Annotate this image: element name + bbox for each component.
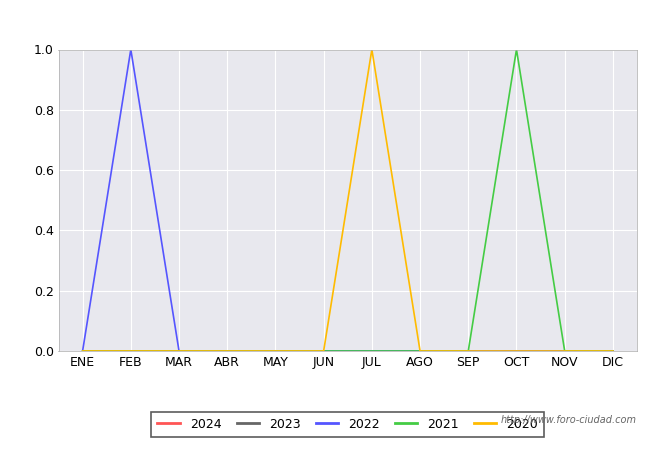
Legend: 2024, 2023, 2022, 2021, 2020: 2024, 2023, 2022, 2021, 2020	[151, 411, 545, 437]
Text: Matriculaciones de Vehiculos en Gallegos de Sobrinos: Matriculaciones de Vehiculos en Gallegos…	[102, 14, 548, 32]
Text: http://www.foro-ciudad.com: http://www.foro-ciudad.com	[501, 415, 637, 425]
